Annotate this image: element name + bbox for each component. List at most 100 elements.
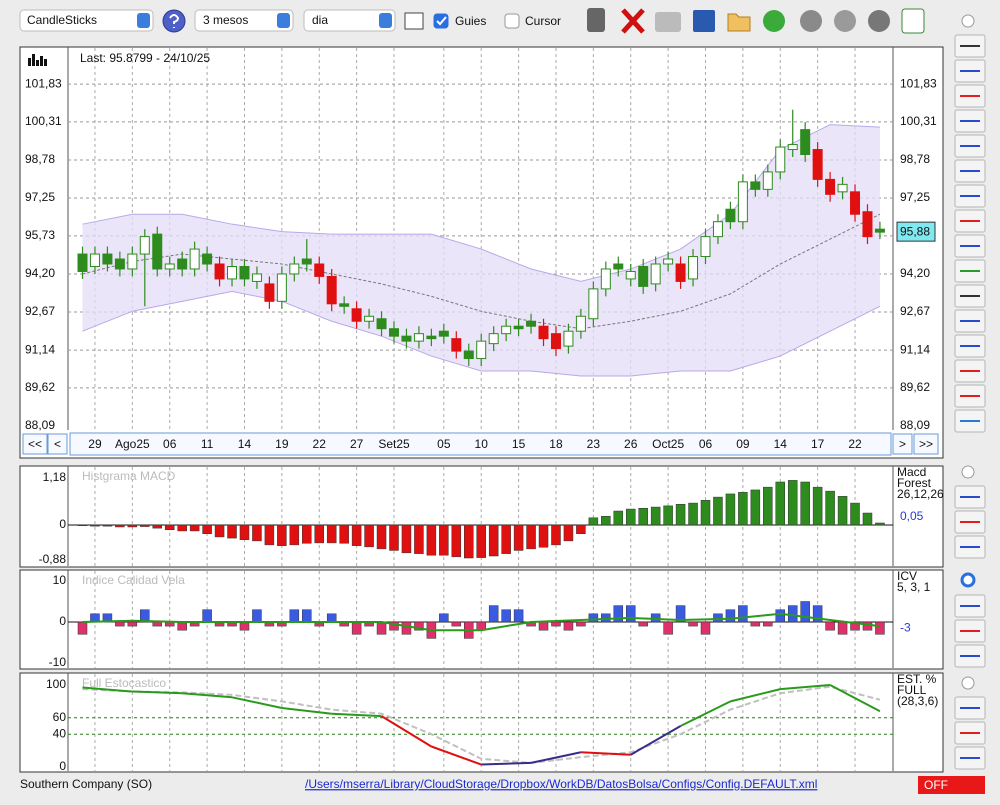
radio[interactable] — [961, 14, 975, 28]
chart-type-value[interactable]: CandleSticks — [27, 13, 97, 27]
bar — [850, 502, 860, 526]
radio[interactable] — [961, 465, 975, 479]
x-tick-label: 19 — [275, 437, 289, 451]
open-button[interactable] — [727, 13, 751, 32]
bar — [239, 621, 250, 631]
candle-body — [127, 253, 138, 270]
config-path[interactable]: /Users/mserra/Library/CloudStorage/Dropb… — [305, 777, 817, 791]
settings-button[interactable] — [868, 10, 890, 32]
bar — [812, 605, 823, 623]
nav-label[interactable]: > — [899, 437, 906, 451]
panel-legend: (28,3,6) — [897, 694, 938, 708]
bar — [152, 621, 163, 627]
period-value[interactable]: 3 mesos — [203, 13, 248, 27]
candle-body — [712, 221, 723, 238]
guides-label[interactable]: Guies — [455, 14, 486, 28]
bar — [775, 481, 786, 526]
state-label[interactable]: OFF — [924, 778, 948, 792]
last-price-box — [896, 221, 936, 242]
y-tick-label: 60 — [53, 710, 67, 724]
sync-button[interactable] — [800, 10, 822, 32]
candle-body — [401, 335, 412, 342]
radio[interactable] — [961, 676, 975, 690]
bar — [688, 502, 698, 526]
currency-button[interactable] — [834, 10, 856, 32]
bar — [177, 524, 187, 532]
guides-checkbox[interactable] — [433, 13, 449, 29]
k-line — [331, 712, 382, 718]
candle-body — [563, 330, 574, 347]
k-line — [431, 745, 482, 766]
candle-body — [787, 144, 798, 151]
y-tick-label: 88,09 — [25, 418, 55, 432]
bar — [688, 621, 698, 627]
print-button[interactable] — [655, 12, 681, 32]
bar — [351, 524, 362, 546]
y-tick-label: 95,73 — [25, 228, 55, 242]
candle-body — [264, 283, 275, 302]
candle-body — [638, 265, 649, 287]
interval-select[interactable] — [303, 9, 396, 32]
bar — [314, 524, 324, 544]
panel-title: Indice Calidad Vela — [82, 573, 185, 587]
bar — [713, 496, 723, 526]
bar — [439, 524, 449, 556]
state-box[interactable] — [918, 776, 985, 794]
candle-body — [850, 191, 861, 215]
radio[interactable] — [960, 572, 976, 588]
nav-label[interactable]: < — [54, 437, 61, 451]
bar — [488, 605, 499, 623]
k-line — [630, 725, 682, 756]
candle-body — [862, 211, 873, 238]
candle-body — [688, 256, 699, 280]
y-tick-label: 94,20 — [900, 266, 930, 280]
help-glyph — [169, 14, 180, 28]
chart-type-select[interactable] — [19, 9, 154, 32]
candle-body — [800, 129, 811, 156]
delete-button[interactable] — [621, 8, 645, 34]
panel-title: Full Estocastico — [82, 676, 166, 690]
bar — [326, 613, 337, 623]
period-select[interactable] — [194, 9, 294, 32]
bar — [202, 609, 212, 623]
interval-value[interactable]: dia — [312, 13, 328, 27]
bar — [289, 609, 300, 623]
save-button[interactable] — [693, 10, 715, 32]
bar — [700, 500, 711, 526]
last-value-label: -3 — [900, 620, 911, 634]
bar — [202, 524, 212, 534]
candle-body — [426, 335, 437, 340]
k-line — [182, 692, 233, 699]
panel-legend: 5, 3, 1 — [897, 580, 931, 594]
x-tick-label: 06 — [699, 437, 713, 451]
nav-label[interactable]: >> — [919, 437, 933, 451]
k-line — [481, 761, 532, 766]
select-arrow — [277, 13, 290, 28]
cursor-label[interactable]: Cursor — [525, 14, 561, 28]
bar — [513, 524, 524, 551]
bar — [339, 524, 349, 544]
chart-icon — [28, 58, 31, 66]
cursor-checkbox[interactable] — [504, 13, 520, 29]
nav-button[interactable] — [892, 433, 913, 455]
x-tick-label: 26 — [624, 437, 638, 451]
nav-button[interactable] — [47, 433, 68, 455]
trash-button[interactable] — [587, 8, 605, 32]
candle-body — [550, 333, 561, 350]
nav-button[interactable] — [22, 433, 48, 455]
refresh-button[interactable] — [763, 10, 785, 32]
candle-body — [251, 273, 262, 282]
candle-body — [675, 263, 686, 282]
candle-body — [202, 253, 213, 265]
chart-icon — [32, 54, 35, 66]
bar — [563, 621, 574, 631]
nav-label[interactable]: << — [28, 437, 42, 451]
panel-title: Histgrama MACD — [82, 469, 176, 483]
y-tick-label: 10 — [53, 573, 67, 587]
calendar-button[interactable] — [901, 8, 925, 34]
bar — [488, 524, 499, 557]
chart-icon[interactable] — [404, 12, 424, 30]
bar — [800, 481, 810, 526]
nav-button[interactable] — [913, 433, 939, 455]
bar — [464, 524, 474, 559]
